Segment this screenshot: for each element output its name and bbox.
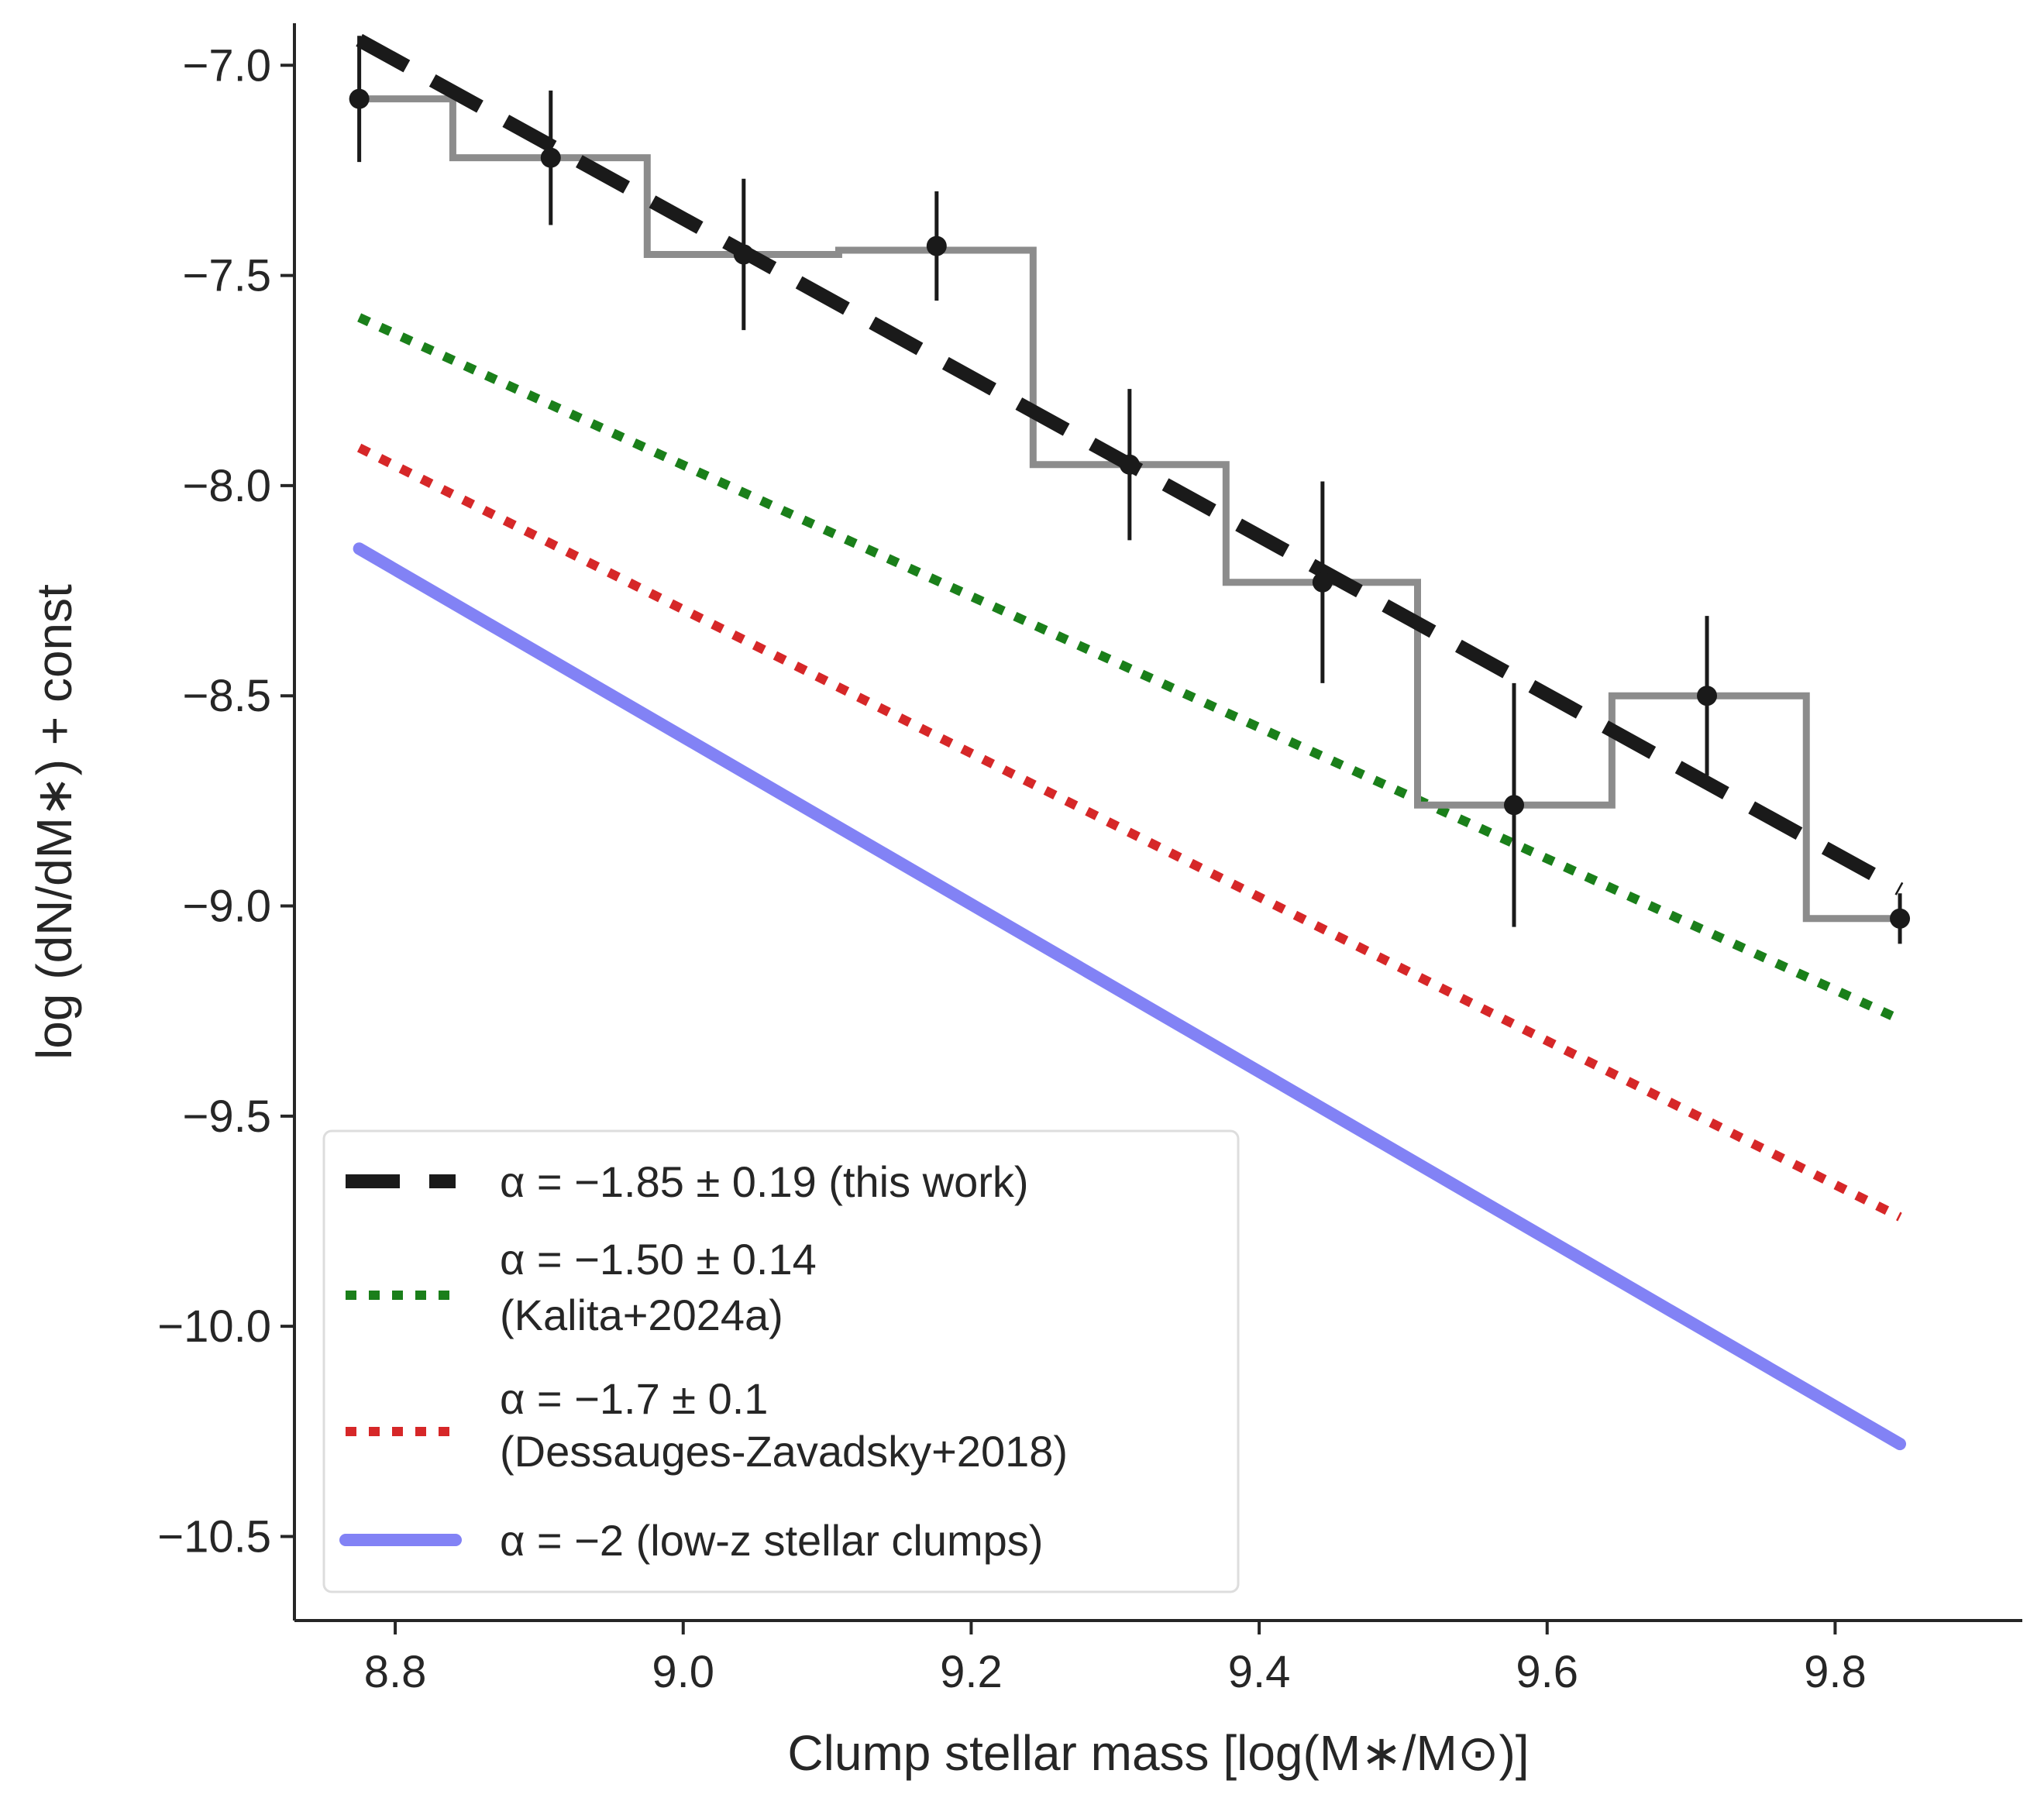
y-axis-label: log (dN/dM∗) + const [26, 584, 82, 1060]
data-point [733, 244, 754, 265]
legend: α = −1.85 ± 0.19 (this work) α = −1.50 ± … [322, 1129, 1240, 1593]
legend-box [322, 1129, 1240, 1593]
y-tick-label: −7.5 [183, 251, 272, 301]
legend-label-3: (Dessauges-Zavadsky+2018) [500, 1427, 1068, 1476]
y-tick-label: −10.5 [157, 1511, 271, 1562]
data-point [926, 235, 947, 256]
y-tick-label: −9.0 [183, 882, 272, 932]
data-point [1119, 454, 1140, 475]
y-tick-label: −10.0 [157, 1301, 271, 1352]
data-point [349, 88, 370, 109]
data-point [1890, 908, 1911, 929]
legend-label-1: α = −1.85 ± 0.19 (this work) [500, 1157, 1029, 1206]
data-point [1697, 686, 1718, 706]
y-tick-label: −8.0 [183, 461, 272, 511]
y-tick-label: −7.0 [183, 40, 272, 91]
x-tick-label: 9.4 [1228, 1647, 1291, 1697]
legend-label-2: (Kalita+2024a) [500, 1291, 783, 1339]
x-tick-label: 8.8 [364, 1647, 427, 1697]
x-axis-label: Clump stellar mass [log(M∗/M⊙)] [787, 1725, 1529, 1781]
legend-label-2: α = −1.50 ± 0.14 [500, 1235, 817, 1284]
data-point [1504, 795, 1525, 816]
data-point [540, 147, 561, 168]
legend-label-4: α = −2 (low-z stellar clumps) [500, 1516, 1043, 1565]
axes: 8.8 9.0 9.2 9.4 9.6 9.8 −7.0 −7.5 −8.0 −8.5 −9.0 −9… [26, 23, 2022, 1781]
series-line-4 [353, 542, 1907, 1451]
series-line-3 [356, 443, 1902, 1222]
data-point [1312, 572, 1333, 593]
y-tick-label: −9.5 [183, 1091, 272, 1142]
x-tick-label: 9.0 [652, 1647, 714, 1697]
plot-area [349, 33, 1911, 1451]
y-tick-label: −8.5 [183, 671, 272, 721]
x-tick-label: 9.2 [940, 1647, 1003, 1697]
series-line-2 [357, 313, 1902, 1024]
x-tick-label: 9.6 [1516, 1647, 1578, 1697]
legend-label-3: α = −1.7 ± 0.1 [500, 1374, 768, 1423]
x-tick-label: 9.8 [1804, 1647, 1867, 1697]
